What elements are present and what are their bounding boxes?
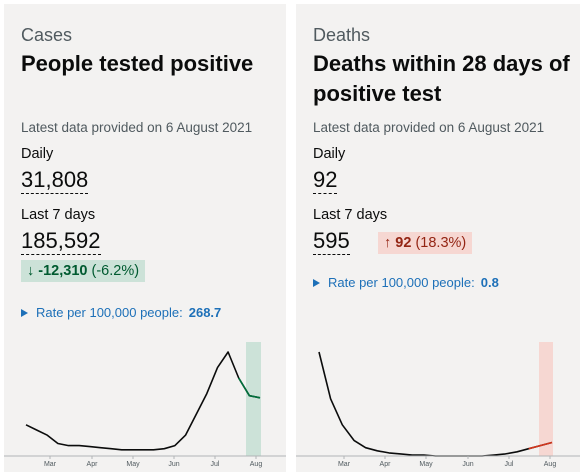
deaths-card: Deaths Deaths within 28 days of positive…	[296, 4, 580, 472]
change-badge: ↓ -12,310 (-6.2%)	[21, 260, 146, 282]
x-tick-label: Mar	[44, 461, 57, 468]
last-7-days-label: Last 7 days	[21, 207, 96, 223]
x-tick-label: Apr	[87, 461, 99, 468]
last-7-days-label: Last 7 days	[313, 207, 388, 223]
last-7-days-value[interactable]: 185,592	[21, 228, 101, 255]
rate-toggle[interactable]: Rate per 100,000 people: 268.7	[21, 305, 221, 320]
card-title[interactable]: People tested positive	[21, 51, 254, 76]
change-value: -12,310	[38, 263, 88, 279]
card-title[interactable]: Deaths within 28 days of positive test	[313, 51, 570, 106]
arrow-up-icon: ↑	[384, 235, 392, 251]
latest-data-text: Latest data provided on 6 August 2021	[21, 120, 253, 135]
daily-label: Daily	[313, 146, 346, 162]
x-tick-label: Jun	[168, 461, 179, 468]
x-tick-label: May	[126, 461, 140, 468]
x-tick-label: Apr	[380, 461, 392, 468]
rate-value: 0.8	[480, 275, 499, 290]
series-line	[318, 351, 553, 457]
triangle-right-icon	[21, 309, 28, 317]
x-tick-label: May	[419, 461, 433, 468]
recent-series-line	[238, 377, 261, 399]
x-tick-label: Aug	[250, 461, 263, 468]
rate-toggle[interactable]: Rate per 100,000 people: 0.8	[313, 275, 499, 290]
last-7-days-highlight	[246, 342, 261, 456]
x-tick-label: Jul	[211, 461, 220, 468]
latest-data-text: Latest data provided on 6 August 2021	[313, 120, 545, 135]
last-7-days-highlight	[539, 342, 553, 456]
card-caption: Deaths	[313, 25, 371, 45]
card-caption: Cases	[21, 25, 73, 45]
triangle-right-icon	[313, 279, 320, 287]
change-percent: (18.3%)	[415, 235, 467, 251]
x-tick-label: Aug	[544, 461, 557, 468]
arrow-down-icon: ↓	[27, 263, 35, 279]
rate-label: Rate per 100,000 people:	[36, 305, 183, 320]
rate-label: Rate per 100,000 people:	[328, 275, 475, 290]
last-7-days-value[interactable]: 595	[313, 228, 350, 255]
series-line	[25, 351, 261, 451]
x-tick-label: Jun	[462, 461, 473, 468]
x-tick-label: Mar	[338, 461, 351, 468]
deaths-chart[interactable]: Mar Apr May Jun Jul Aug	[296, 342, 580, 470]
x-tick-label: Jul	[505, 461, 514, 468]
change-value: 92	[395, 235, 412, 251]
change-percent: (-6.2%)	[91, 263, 140, 279]
daily-value[interactable]: 31,808	[21, 167, 89, 194]
cases-chart[interactable]: Mar Apr May Jun Jul Aug	[4, 342, 286, 470]
rate-value: 268.7	[188, 305, 222, 320]
recent-series-line	[528, 441, 553, 450]
daily-value[interactable]: 92	[313, 167, 338, 194]
change-badge: ↑ 92 (18.3%)	[378, 232, 473, 254]
daily-label: Daily	[21, 146, 54, 162]
cases-card: Cases People tested positive Latest data…	[4, 4, 286, 472]
